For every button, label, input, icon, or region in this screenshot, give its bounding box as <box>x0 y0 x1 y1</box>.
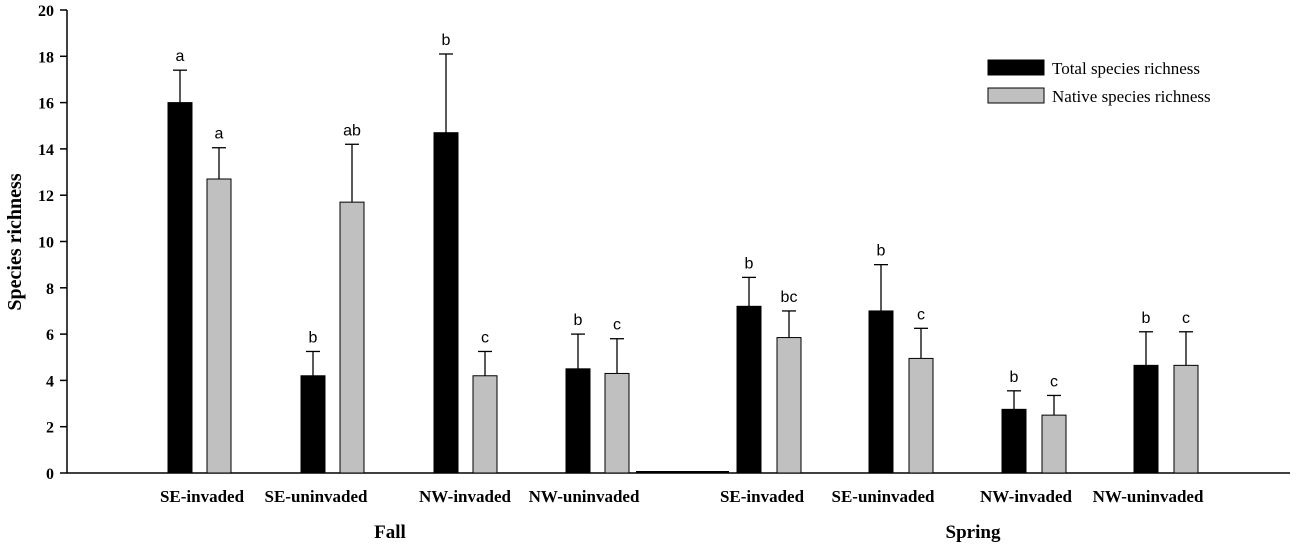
significance-label: b <box>442 32 451 49</box>
bar <box>300 375 326 474</box>
bar <box>1173 364 1199 474</box>
x-category-label: SE-invaded <box>160 487 245 506</box>
bar <box>339 201 365 474</box>
significance-label: b <box>745 255 754 272</box>
significance-label: b <box>309 329 318 346</box>
y-tick-label: 14 <box>38 142 54 159</box>
y-tick-label: 4 <box>46 373 54 390</box>
bar <box>1133 364 1159 474</box>
x-category-label: SE-uninvaded <box>265 487 369 506</box>
bar <box>604 372 630 474</box>
bar <box>472 375 498 474</box>
significance-label: c <box>1182 310 1190 327</box>
y-tick-label: 2 <box>46 420 54 437</box>
y-tick-label: 20 <box>38 3 54 20</box>
significance-label: b <box>877 243 886 260</box>
bar <box>433 132 459 474</box>
y-tick-label: 10 <box>38 235 54 252</box>
significance-label: bc <box>781 289 798 306</box>
bar <box>565 368 591 474</box>
x-category-label: NW-invaded <box>419 487 511 506</box>
significance-label: b <box>1010 369 1019 386</box>
bar <box>167 102 193 474</box>
x-category-label: NW-invaded <box>980 487 1072 506</box>
y-tick-label: 16 <box>38 96 54 113</box>
x-category-label: NW-uninvaded <box>1093 487 1204 506</box>
bar <box>908 357 934 474</box>
y-axis-title: Species richness <box>4 173 26 310</box>
significance-label: c <box>613 317 621 334</box>
significance-label: a <box>176 48 185 65</box>
bar <box>776 337 802 474</box>
significance-label: ab <box>343 122 361 139</box>
significance-label: c <box>917 306 925 323</box>
x-category-label: SE-uninvaded <box>832 487 936 506</box>
y-tick-label: 8 <box>46 281 54 298</box>
y-tick-label: 18 <box>38 49 54 66</box>
legend: Total species richness Native species ri… <box>987 59 1211 106</box>
significance-label: c <box>1050 373 1058 390</box>
legend-swatch-native <box>987 87 1045 104</box>
legend-swatch-total <box>987 59 1045 76</box>
group-label: Spring <box>946 522 1001 543</box>
bar <box>868 310 894 474</box>
y-tick-label: 12 <box>38 188 54 205</box>
bar <box>206 178 232 474</box>
bar <box>736 305 762 474</box>
significance-label: b <box>1142 310 1151 327</box>
y-tick-label: 0 <box>46 466 54 483</box>
x-category-label: SE-invaded <box>720 487 805 506</box>
bar <box>1041 414 1067 474</box>
bar <box>1001 408 1027 474</box>
legend-label-native: Native species richness <box>1052 87 1211 106</box>
y-tick-label: 6 <box>46 327 54 344</box>
significance-label: b <box>574 312 583 329</box>
significance-label: c <box>481 329 489 346</box>
legend-label-total: Total species richness <box>1052 59 1200 78</box>
x-category-label: NW-uninvaded <box>529 487 640 506</box>
group-label: Fall <box>374 522 406 543</box>
significance-label: a <box>215 126 224 143</box>
